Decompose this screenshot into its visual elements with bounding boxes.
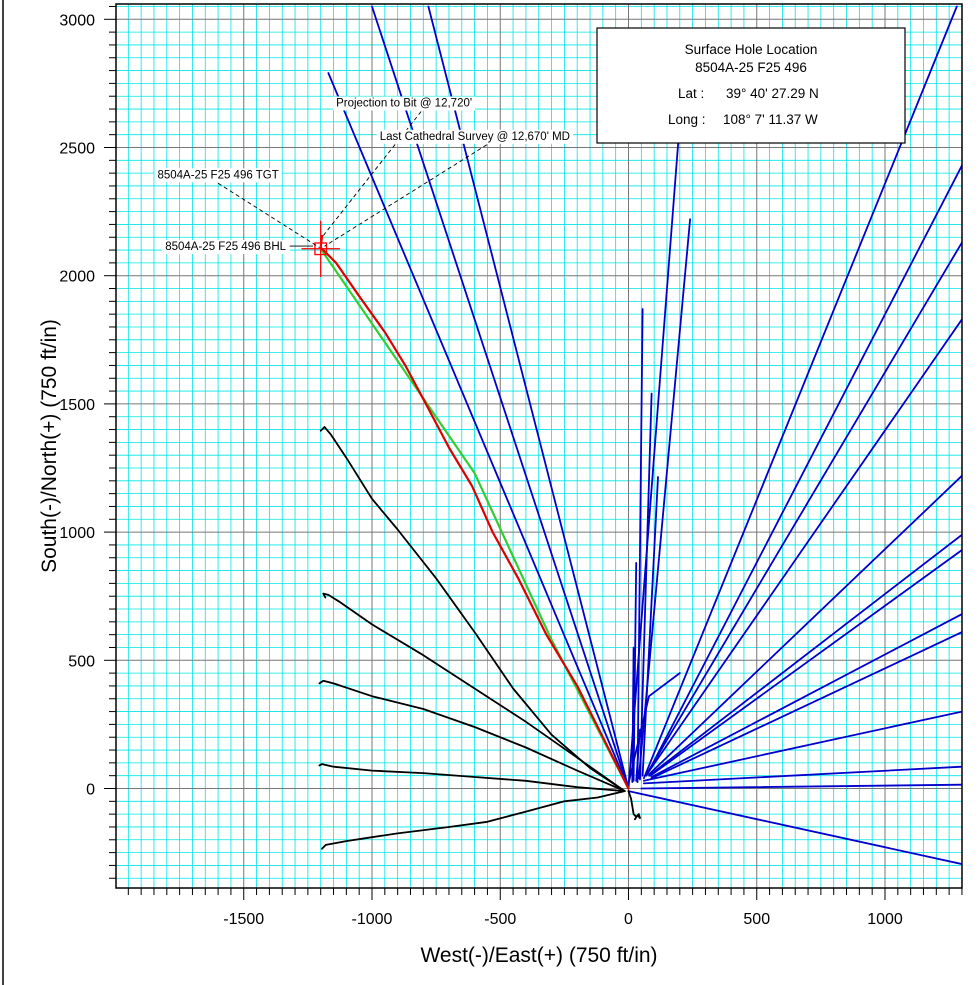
series-offset-blue-7 — [636, 308, 644, 783]
series-offset-blue-21 — [650, 631, 962, 780]
x-axis-ticks — [127, 888, 963, 900]
annotation-label-bg-1 — [376, 129, 573, 144]
series-offset-blue-26 — [627, 672, 681, 785]
y-tick-label: 2500 — [59, 141, 95, 158]
series-actual-1 — [319, 234, 630, 790]
series-offset-blue-23 — [643, 765, 962, 785]
info-box-lat-value: 39° 40' 27.29 N — [726, 86, 819, 101]
info-box-long-label: Long : — [668, 112, 706, 127]
series-offset-black-27 — [319, 426, 626, 792]
series-offset-blue-16 — [646, 318, 962, 774]
y-tick-label: 0 — [86, 782, 95, 799]
y-axis-title: South(-)/North(+) (750 ft/in) — [38, 319, 61, 573]
y-axis-ticks — [104, 5, 116, 879]
series-offset-black-31 — [321, 790, 626, 850]
series-offset-blue-18 — [648, 533, 962, 777]
series-offset-blue-24 — [640, 783, 962, 790]
annotation-label-0: Projection to Bit @ 12,720' — [336, 97, 472, 109]
series-offset-blue-5 — [627, 121, 681, 790]
annotation-label-bg-2 — [154, 168, 282, 183]
annotation-label-bg-3 — [162, 240, 290, 255]
annotation-leaders — [217, 111, 488, 248]
series-layer — [318, 5, 962, 865]
series-offset-blue-20 — [650, 613, 962, 778]
series-offset-blue-11 — [631, 646, 635, 783]
x-tick-label: 0 — [624, 911, 633, 928]
series-offset-blue-10 — [632, 562, 638, 782]
y-tick-label: 2000 — [59, 269, 95, 286]
y-tick-label: 500 — [68, 653, 95, 670]
x-tick-label: 500 — [743, 911, 770, 928]
info-box: Surface Hole Location 8504A-25 F25 496 L… — [596, 27, 906, 144]
target-marker — [301, 220, 340, 277]
series-offset-blue-9 — [641, 476, 659, 777]
info-box-well: 8504A-25 F25 496 — [695, 60, 807, 75]
x-tick-label: 1000 — [867, 911, 903, 928]
x-axis-tick-labels: -1500 -1000 -500 0 500 1000 — [223, 911, 903, 928]
y-tick-label: 1500 — [59, 397, 95, 414]
series-offset-black-29 — [318, 679, 626, 792]
y-tick-label: 3000 — [59, 12, 95, 29]
series-offset-blue-8 — [639, 392, 653, 781]
major-grid — [116, 4, 962, 888]
series-offset-blue-15 — [645, 241, 962, 776]
series-offset-blue-22 — [643, 710, 962, 782]
series-offset-blue-17 — [648, 474, 962, 776]
x-tick-label: -1000 — [352, 911, 393, 928]
series-offset-black-28 — [322, 592, 626, 792]
annotation-leader-2 — [217, 182, 320, 248]
annotation-leader-0 — [321, 111, 422, 238]
annotation-label-bg-0 — [333, 96, 476, 111]
info-box-lat-label: Lat : — [678, 86, 704, 101]
annotation-label-1: Last Cathedral Survey @ 12,670' MD — [380, 131, 570, 143]
series-offset-blue-19 — [649, 549, 962, 777]
y-tick-label: 1000 — [59, 525, 95, 542]
annotation-label-2: 8504A-25 F25 496 TGT — [157, 169, 278, 181]
series-offset-blue-3 — [327, 72, 630, 790]
x-tick-label: -1500 — [223, 911, 264, 928]
series-offset-black-30 — [318, 763, 626, 792]
series-offset-blue-25 — [627, 790, 962, 865]
series-offset-black-32 — [627, 790, 641, 821]
annotation-label-3: 8504A-25 F25 496 BHL — [165, 241, 286, 253]
info-box-frame — [596, 27, 906, 144]
x-tick-label: -500 — [484, 911, 516, 928]
x-axis-title: West(-)/East(+) (750 ft/in) — [420, 944, 657, 967]
series-offset-blue-14 — [645, 164, 962, 777]
info-box-title: Surface Hole Location — [685, 42, 818, 57]
annotation-leader-1 — [324, 144, 488, 247]
y-axis-tick-labels: 0 500 1000 1500 2000 2500 3000 — [59, 12, 95, 798]
info-box-long-value: 108° 7' 11.37 W — [723, 112, 818, 127]
series-plan-0 — [319, 247, 630, 790]
annotation-labels: Projection to Bit @ 12,720' Last Cathedra… — [154, 96, 573, 255]
